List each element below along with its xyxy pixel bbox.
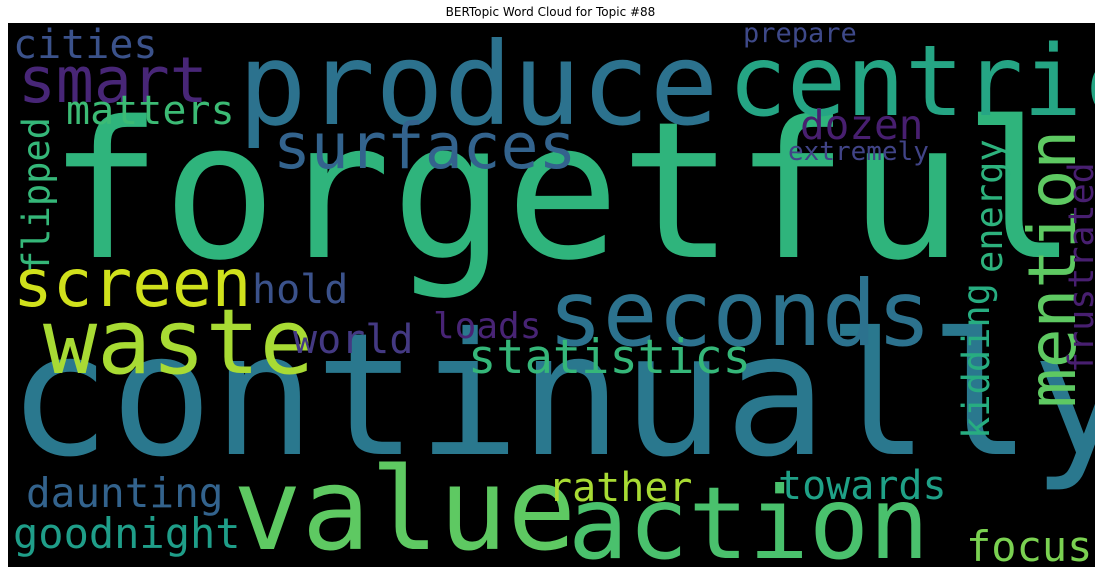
word-world: world: [293, 317, 414, 363]
word-energy: energy: [968, 139, 1011, 273]
word-smart: smart: [18, 44, 208, 117]
word-seconds: seconds: [548, 262, 932, 367]
word-dozen: dozen: [800, 101, 924, 149]
word-daunting: daunting: [26, 469, 224, 517]
word-cities: cities: [13, 23, 158, 68]
word-forgetful: forgetful: [48, 81, 1078, 302]
word-waste: waste: [43, 290, 314, 395]
word-flipped: flipped: [15, 117, 58, 273]
word-surfaces: surfaces: [273, 110, 577, 183]
word-goodnight: goodnight: [13, 509, 241, 558]
word-continually: continually: [8, 297, 1095, 495]
word-loads: loads: [433, 306, 542, 347]
word-screen: screen: [13, 245, 252, 322]
word-rather: rather: [548, 465, 693, 511]
word-prepare: prepare: [743, 23, 857, 49]
chart-title: BERTopic Word Cloud for Topic #88: [445, 5, 656, 19]
word-statistics: statistics: [468, 330, 751, 385]
word-matters: matters: [66, 88, 235, 134]
word-action: action: [568, 465, 930, 568]
word-cloud: forgetful continually produce centric va…: [8, 23, 1095, 567]
word-frustrated: frustrated: [1062, 162, 1095, 373]
word-value: value: [233, 443, 577, 567]
word-produce: produce: [238, 23, 719, 151]
word-centric: centric: [728, 25, 1095, 139]
word-extremely: extremely: [788, 137, 929, 167]
word-kidding: kidding: [955, 283, 998, 439]
word-towards: towards: [778, 463, 947, 509]
word-focus: focus: [966, 522, 1093, 568]
word-hold: hold: [252, 267, 349, 313]
